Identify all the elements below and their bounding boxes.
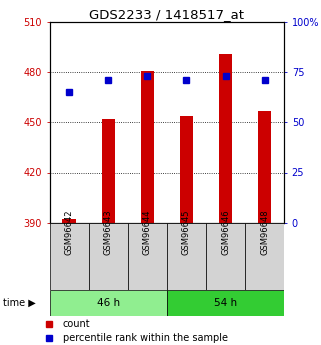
- Text: percentile rank within the sample: percentile rank within the sample: [63, 333, 228, 343]
- Bar: [101, 119, 115, 223]
- Bar: [180, 116, 193, 223]
- Text: GSM96644: GSM96644: [143, 209, 152, 255]
- Text: 46 h: 46 h: [97, 298, 120, 308]
- Bar: [141, 71, 154, 223]
- Bar: [50, 290, 167, 316]
- Bar: [167, 290, 284, 316]
- Text: GSM96642: GSM96642: [65, 209, 74, 255]
- Text: 54 h: 54 h: [214, 298, 237, 308]
- Text: time ▶: time ▶: [3, 298, 36, 308]
- Bar: [63, 219, 76, 223]
- Text: GSM96646: GSM96646: [221, 209, 230, 255]
- Bar: [206, 223, 245, 290]
- Bar: [167, 223, 206, 290]
- Bar: [50, 223, 89, 290]
- Bar: [258, 111, 271, 223]
- Bar: [128, 223, 167, 290]
- Text: count: count: [63, 319, 90, 329]
- Text: GSM96645: GSM96645: [182, 209, 191, 255]
- Text: GSM96648: GSM96648: [260, 209, 269, 255]
- Text: GSM96643: GSM96643: [104, 209, 113, 255]
- Bar: [89, 223, 128, 290]
- Bar: [245, 223, 284, 290]
- Title: GDS2233 / 1418517_at: GDS2233 / 1418517_at: [90, 8, 244, 21]
- Bar: [219, 54, 232, 223]
